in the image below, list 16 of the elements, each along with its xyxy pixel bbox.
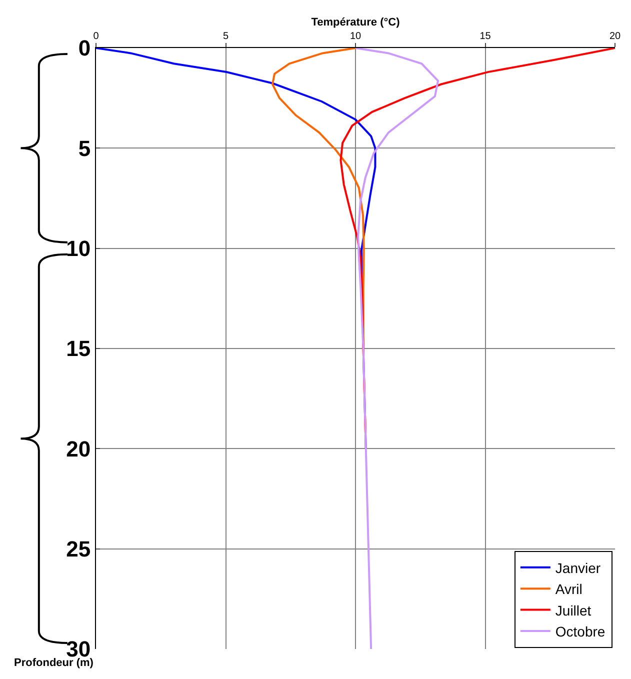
x-tick-label: 10	[350, 31, 362, 42]
x-tick-label: 0	[93, 31, 100, 42]
y-tick-label: 5	[78, 136, 91, 161]
legend-label: Octobre	[555, 623, 606, 640]
x-tick-label: 20	[609, 31, 621, 42]
x-axis-title: Température (°C)	[311, 16, 400, 29]
legend-label: Juillet	[555, 602, 592, 618]
x-tick-label: 15	[480, 31, 492, 42]
x-tick-label: 5	[222, 31, 229, 42]
line-series	[354, 48, 440, 649]
y-tick-label: 15	[66, 336, 91, 362]
y-tick-label: 20	[66, 436, 91, 462]
y-tick-label: 10	[66, 236, 91, 262]
legend-label: Janvier	[555, 560, 601, 576]
y-tick-label: 25	[66, 536, 91, 562]
legend-label: Avril	[555, 581, 582, 598]
